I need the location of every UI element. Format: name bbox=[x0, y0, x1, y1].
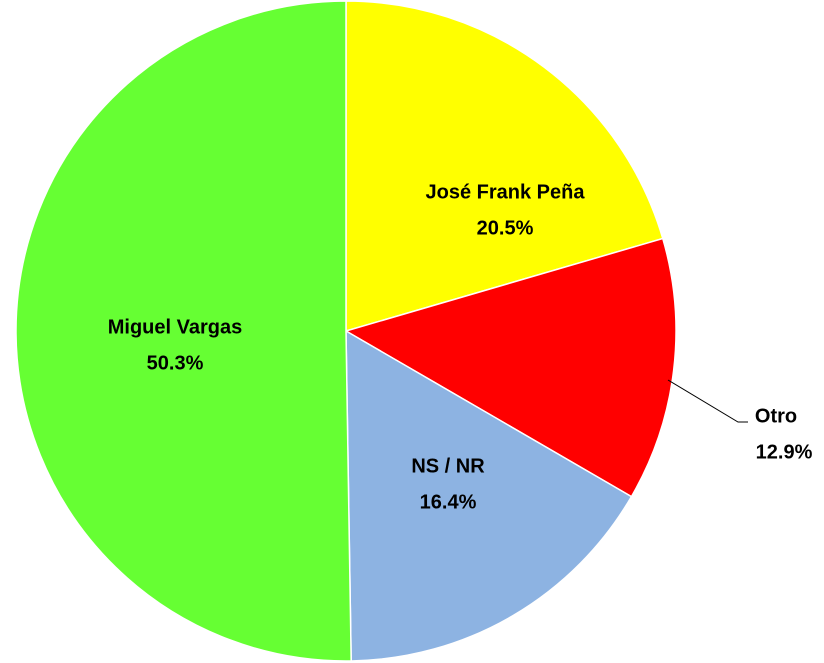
slices bbox=[15, 0, 677, 662]
pie-slice bbox=[345, 329, 633, 662]
slice-label: NS / NR bbox=[411, 455, 485, 477]
slice-value: 12.9% bbox=[756, 441, 813, 463]
slice-label: Miguel Vargas bbox=[108, 316, 243, 338]
slice-value: 50.3% bbox=[147, 352, 204, 374]
slice-value: 16.4% bbox=[420, 491, 477, 513]
slice-value: 20.5% bbox=[477, 217, 534, 239]
pie-slice bbox=[345, 0, 664, 333]
pie-slice bbox=[344, 237, 677, 498]
slice-label: José Frank Peña bbox=[426, 181, 586, 203]
leader-line bbox=[667, 379, 748, 423]
pie-slice bbox=[15, 0, 352, 662]
slice-label: Otro bbox=[755, 405, 797, 427]
